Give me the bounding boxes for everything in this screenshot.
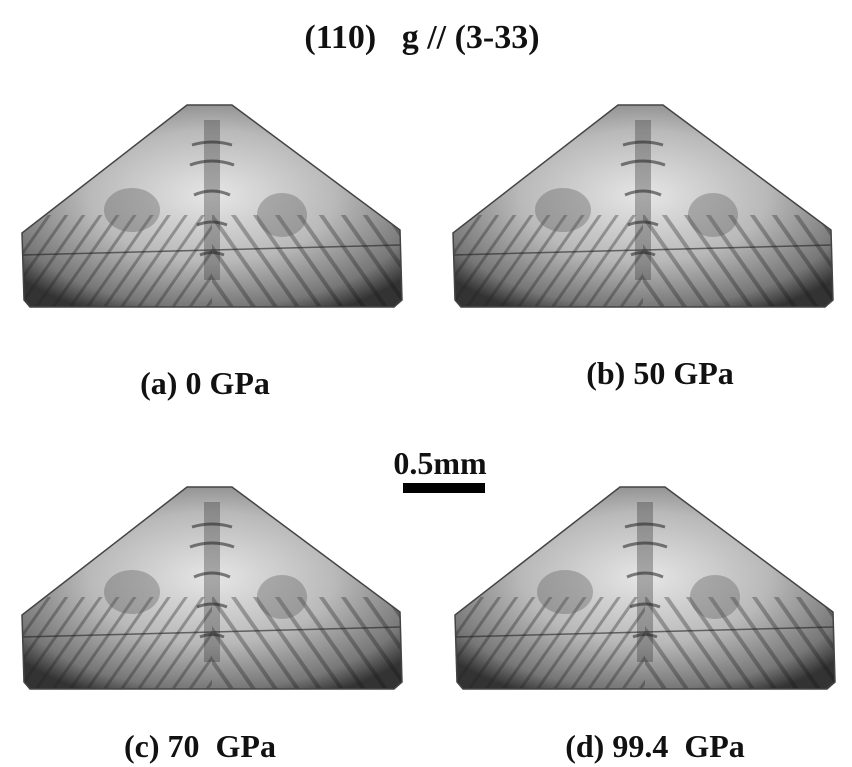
scale-bar-label: 0.5mm [393, 445, 487, 481]
figure-title: (110) g // (3-33) [304, 19, 539, 56]
figure: (110) g // (3-33) (a) 0 GPa (b) 50 GPa (… [0, 0, 852, 767]
topograph-image [453, 105, 833, 310]
panel-label: (d) 99.4 GPa [565, 728, 745, 764]
panel-label: (b) 50 GPa [586, 355, 734, 391]
topograph-image [22, 487, 402, 692]
panel-label: (c) 70 GPa [124, 728, 276, 764]
panel-label: (a) 0 GPa [140, 365, 270, 401]
scale-bar [403, 483, 485, 493]
topograph-image [22, 105, 402, 310]
topograph-image [455, 487, 835, 692]
